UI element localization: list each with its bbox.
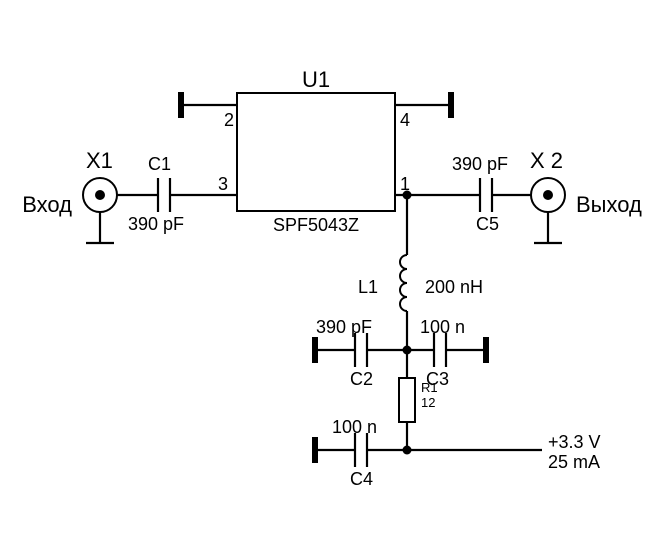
l1-value: 200 nH xyxy=(425,277,483,297)
l1-ref: L1 xyxy=(358,277,378,297)
capacitor-c3 xyxy=(434,333,446,367)
c3-value: 100 n xyxy=(420,317,465,337)
pin4-label: 4 xyxy=(400,110,410,130)
x2-ref: X 2 xyxy=(530,148,563,173)
capacitor-c4 xyxy=(355,433,367,467)
x1-label: Вход xyxy=(22,192,72,217)
gnd-c3 xyxy=(483,337,489,363)
c1-value: 390 pF xyxy=(128,214,184,234)
c5-value: 390 pF xyxy=(452,154,508,174)
c4-ref: C4 xyxy=(350,469,373,489)
c2-ref: C2 xyxy=(350,369,373,389)
gnd-c4 xyxy=(312,437,318,463)
capacitor-c5 xyxy=(480,178,492,212)
pin2-label: 2 xyxy=(224,110,234,130)
x2-label: Выход xyxy=(576,192,642,217)
connector-x2 xyxy=(531,178,565,243)
supply-current: 25 mA xyxy=(548,452,600,472)
gnd-pin2 xyxy=(178,92,184,118)
ic-ref: U1 xyxy=(302,67,330,92)
r1-ref: R1 xyxy=(421,380,438,395)
c4-value: 100 n xyxy=(332,417,377,437)
capacitor-c1 xyxy=(158,178,170,212)
gnd-pin4 xyxy=(448,92,454,118)
x1-ref: X1 xyxy=(86,148,113,173)
ic-part: SPF5043Z xyxy=(273,215,359,235)
c5-ref: C5 xyxy=(476,214,499,234)
inductor-l1 xyxy=(400,255,407,311)
capacitor-c2 xyxy=(355,333,367,367)
schematic: U1 SPF5043Z 2 4 3 C1 390 pF X1 Вход 1 39… xyxy=(0,0,650,543)
ic-body xyxy=(237,93,395,211)
r1-value: 12 xyxy=(421,395,435,410)
c1-ref: C1 xyxy=(148,154,171,174)
supply-voltage: +3.3 V xyxy=(548,432,601,452)
pin3-label: 3 xyxy=(218,174,228,194)
gnd-c2 xyxy=(312,337,318,363)
c2-value: 390 pF xyxy=(316,317,372,337)
connector-x1 xyxy=(83,178,117,243)
resistor-r1 xyxy=(399,378,415,422)
